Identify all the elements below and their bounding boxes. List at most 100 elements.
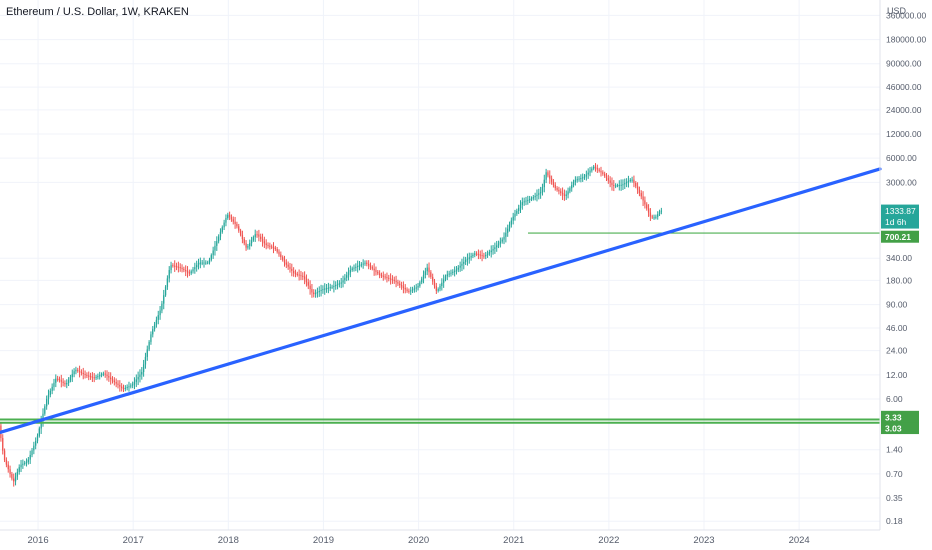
- candle-body: [647, 208, 650, 213]
- candle-body: [190, 271, 192, 274]
- candle-body: [261, 238, 264, 242]
- price-tick-label: 3000.00: [886, 177, 917, 187]
- candle-body: [357, 266, 359, 268]
- candle-body: [536, 194, 538, 196]
- candle-body: [260, 236, 262, 239]
- candle-body: [508, 224, 511, 229]
- candle-body: [455, 269, 458, 271]
- candle-body: [443, 279, 445, 283]
- candle-body: [362, 263, 364, 265]
- candle-body: [320, 289, 322, 292]
- candle-body: [655, 216, 657, 218]
- price-tick-label: 12000.00: [886, 129, 922, 139]
- candle-body: [397, 282, 399, 284]
- time-axis[interactable]: 2016 2017 2018 2019 2020 2021 2022 2023 2024: [27, 535, 809, 546]
- candle-body: [131, 384, 134, 386]
- candle-body: [212, 250, 214, 256]
- candle-body: [3, 450, 6, 460]
- candle-body: [172, 265, 174, 267]
- candle-body: [501, 239, 503, 242]
- candle-body: [203, 262, 205, 264]
- candle-body: [183, 268, 185, 271]
- candle-body: [518, 207, 520, 211]
- candle-body: [378, 273, 381, 276]
- candle-body: [249, 243, 251, 247]
- candle-body: [373, 268, 375, 271]
- candle-body: [614, 185, 617, 187]
- drawing-lines[interactable]: [0, 167, 882, 435]
- currency-label: USD: [887, 6, 907, 16]
- candle-body: [333, 285, 335, 287]
- candle-body: [205, 262, 207, 264]
- candle-body: [552, 181, 555, 185]
- candle-body: [27, 459, 30, 462]
- candle-body: [355, 266, 357, 268]
- time-tick-label: 2023: [693, 535, 714, 546]
- candle-body: [126, 387, 128, 389]
- candle-body: [99, 375, 101, 377]
- candle-body: [432, 276, 434, 282]
- candle-body: [400, 285, 403, 287]
- candle-body: [622, 184, 624, 186]
- candle-body: [291, 268, 293, 271]
- candle-body: [494, 247, 496, 250]
- candle-body: [611, 182, 613, 186]
- candle-body: [375, 270, 377, 272]
- candle-body: [144, 356, 147, 365]
- candle-body: [422, 274, 425, 279]
- candle-body: [9, 469, 11, 474]
- candle-body: [433, 281, 436, 287]
- price-tick-label: 46000.00: [886, 82, 922, 92]
- candle-body: [561, 192, 564, 195]
- candle-body: [463, 261, 465, 264]
- candle-body: [658, 211, 661, 215]
- candle-body: [56, 378, 59, 380]
- candle-body: [20, 464, 22, 468]
- candle-body: [88, 375, 90, 377]
- candle-body: [13, 478, 15, 482]
- price-tick-label: 46.00: [886, 323, 908, 333]
- price-axis[interactable]: 360000.00 180000.00 90000.00 46000.00 24000.…: [886, 10, 926, 526]
- trendline[interactable]: [0, 167, 882, 435]
- candle-body: [349, 269, 352, 273]
- time-tick-label: 2016: [27, 535, 48, 546]
- candle-body: [314, 293, 317, 295]
- candle-body: [603, 173, 606, 176]
- candle-body: [283, 259, 286, 263]
- price-tick-label: 90.00: [886, 300, 908, 310]
- candle-body: [31, 450, 33, 455]
- candle-body: [342, 280, 344, 283]
- time-tick-label: 2019: [313, 535, 334, 546]
- candle-body: [591, 168, 593, 171]
- candle-body: [287, 264, 289, 267]
- candle-body: [296, 273, 298, 275]
- grid: [0, 0, 880, 530]
- candle-body: [475, 253, 478, 255]
- candle-body: [309, 285, 311, 290]
- candle-body: [84, 373, 86, 375]
- candle-body: [141, 372, 143, 375]
- candle-body: [161, 303, 163, 311]
- candle-body: [227, 214, 229, 218]
- candle-body: [598, 169, 600, 171]
- candle-body: [369, 265, 372, 268]
- candle-body: [468, 257, 470, 259]
- candle-body: [371, 267, 373, 269]
- price-tick-label: 0.35: [886, 493, 903, 503]
- candle-body: [353, 267, 355, 269]
- candle-body: [55, 378, 57, 383]
- candle-body: [22, 463, 24, 465]
- candle-body: [426, 267, 428, 272]
- candle-body: [587, 172, 589, 175]
- candle-body: [340, 282, 342, 284]
- candle-body: [280, 254, 282, 258]
- candle-body: [538, 193, 540, 195]
- candle-body: [364, 262, 366, 264]
- band-bottom-price-label-bg: [881, 422, 919, 435]
- price-tick-label: 12.00: [886, 370, 908, 380]
- candle-body: [95, 376, 97, 378]
- candle-body: [404, 287, 406, 290]
- candle-body: [605, 175, 608, 179]
- current-price-label-bg: [881, 204, 919, 229]
